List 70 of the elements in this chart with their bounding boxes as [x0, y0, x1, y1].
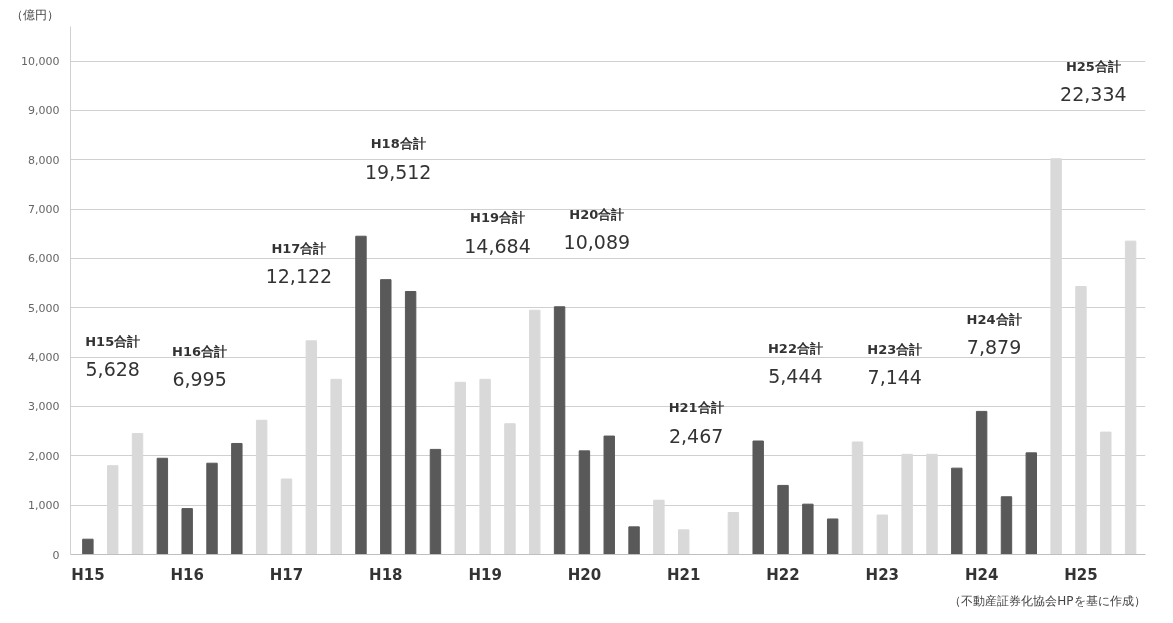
annotation: 10,089 — [563, 231, 631, 254]
x-tick-label: H15 — [71, 565, 105, 584]
annotation: 7,879 — [966, 335, 1022, 358]
x-tick-label: H24 — [964, 565, 999, 584]
annotation: 22,334 — [1060, 83, 1127, 106]
bar — [553, 306, 566, 555]
x-tick-label: H19 — [468, 565, 502, 584]
x-tick-label: H23 — [865, 565, 900, 584]
bar — [975, 410, 988, 555]
annotation: 14,684 — [464, 234, 531, 257]
y-tick-label: 9,000 — [28, 104, 60, 118]
x-tick-label: H20 — [567, 565, 602, 584]
bar — [876, 514, 889, 555]
annotation: 19,512 — [364, 160, 432, 183]
annotation: 12,122 — [265, 265, 333, 288]
y-tick-label: 5,000 — [28, 301, 60, 315]
bar — [156, 457, 169, 555]
bar — [777, 484, 789, 555]
bar — [1025, 452, 1038, 555]
annotation: H25合計 — [1065, 58, 1121, 74]
bar — [181, 508, 193, 555]
bar — [1000, 496, 1013, 555]
x-tick-label: H17 — [269, 565, 304, 584]
y-tick-label: 7,000 — [28, 203, 60, 217]
bar — [826, 518, 839, 555]
bar — [206, 462, 218, 555]
x-tick-label: H22 — [766, 565, 800, 584]
annotation: H23合計 — [867, 342, 923, 358]
bar — [802, 503, 814, 555]
y-axis-title: （億円） — [10, 7, 59, 22]
y-tick-label: 0 — [52, 548, 60, 562]
x-tick-label: H18 — [369, 565, 403, 584]
annotation: 7,144 — [867, 366, 922, 389]
annotation: H21合計 — [668, 400, 724, 416]
y-tick-label: 1,000 — [28, 499, 60, 513]
annotation: H15合計 — [85, 333, 141, 349]
bar — [82, 538, 94, 555]
y-tick-label: 8,000 — [28, 153, 60, 167]
x-tick-label: H25 — [1064, 565, 1098, 584]
bar — [628, 526, 640, 555]
annotation: H16合計 — [172, 343, 228, 359]
bar — [231, 442, 243, 555]
x-tick-label: H16 — [170, 565, 204, 584]
y-tick-label: 6,000 — [28, 252, 60, 266]
annotation: H22合計 — [767, 341, 823, 357]
bar — [678, 529, 690, 555]
annotation: H19合計 — [470, 210, 526, 226]
y-tick-label: 2,000 — [28, 449, 60, 463]
text: （不動産証券化協会HPを基に作成） — [949, 593, 1146, 608]
annotation: 5,444 — [768, 365, 823, 388]
x-tick-label: H21 — [667, 565, 701, 584]
bar — [603, 435, 615, 555]
annotation: H24合計 — [966, 311, 1022, 327]
bar — [355, 235, 367, 555]
bar — [380, 279, 392, 555]
y-tick-label: 10,000 — [21, 55, 60, 69]
bar — [752, 440, 764, 555]
bar — [578, 450, 591, 555]
y-tick-label: 3,000 — [28, 400, 60, 414]
bar — [951, 467, 963, 555]
bar — [404, 290, 417, 555]
bar — [727, 512, 740, 555]
bar — [429, 448, 442, 555]
annotation: 6,995 — [172, 367, 227, 390]
annotation: H17合計 — [271, 241, 327, 257]
annotation: 2,467 — [668, 424, 724, 447]
y-tick-label: 4,000 — [28, 351, 60, 365]
annotation: 5,628 — [85, 357, 140, 380]
annotation: H20合計 — [569, 207, 625, 223]
annotation: H18合計 — [370, 136, 426, 152]
